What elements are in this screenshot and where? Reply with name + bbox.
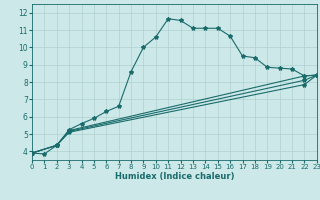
X-axis label: Humidex (Indice chaleur): Humidex (Indice chaleur): [115, 172, 234, 181]
